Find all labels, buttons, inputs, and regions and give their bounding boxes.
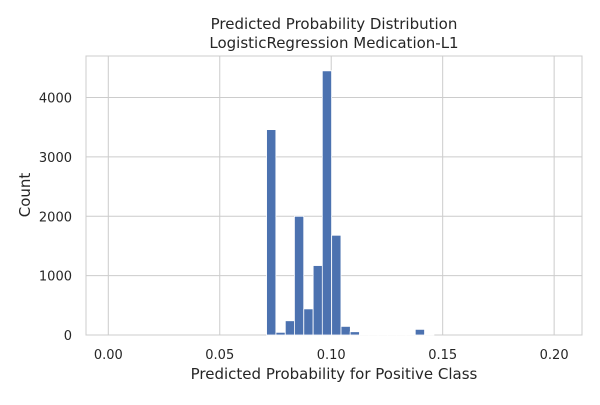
histogram-bar — [350, 332, 359, 335]
histogram-bar — [304, 309, 313, 335]
x-axis-label: Predicted Probability for Positive Class — [191, 365, 478, 383]
y-tick-label: 0 — [64, 329, 72, 344]
x-tick-label: 0.10 — [317, 348, 346, 363]
histogram-bar — [285, 321, 294, 335]
histogram-bar — [313, 266, 322, 335]
histogram-bar — [294, 216, 303, 335]
y-axis-ticks: 0 1000 2000 3000 4000 — [39, 92, 72, 344]
y-axis-label: Count — [16, 173, 34, 218]
x-tick-label: 0.00 — [94, 348, 123, 363]
histogram-bar — [276, 332, 285, 335]
y-tick-label: 3000 — [39, 151, 72, 166]
y-tick-label: 1000 — [39, 270, 72, 285]
x-tick-label: 0.20 — [540, 348, 569, 363]
histogram-bar — [332, 235, 341, 335]
histogram-bar — [267, 130, 276, 335]
histogram-bars — [267, 71, 434, 335]
histogram-bar — [360, 334, 369, 335]
histogram-bar — [415, 329, 424, 335]
x-axis-ticks: 0.00 0.05 0.10 0.15 0.20 — [94, 348, 569, 363]
x-tick-label: 0.05 — [205, 348, 234, 363]
y-tick-label: 2000 — [39, 210, 72, 225]
histogram-bar — [322, 71, 331, 335]
chart-title: Predicted Probability Distribution — [211, 15, 458, 33]
x-tick-label: 0.15 — [428, 348, 457, 363]
chart-subtitle: LogisticRegression Medication-L1 — [209, 34, 458, 52]
y-tick-label: 4000 — [39, 92, 72, 107]
histogram-bar — [341, 326, 350, 335]
